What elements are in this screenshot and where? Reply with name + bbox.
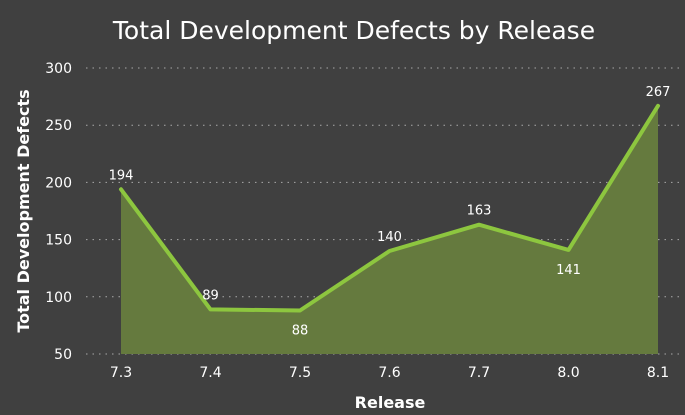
y-tick-label: 150 <box>45 233 72 249</box>
y-tick-label: 200 <box>45 175 72 191</box>
x-tick-label: 8.0 <box>557 365 579 381</box>
data-label: 267 <box>646 85 671 100</box>
series-line <box>119 103 660 313</box>
y-tick-label: 250 <box>45 118 72 134</box>
x-axis-ticks: 7.3 7.4 7.5 7.6 7.7 8.0 8.1 <box>110 365 669 381</box>
data-label: 140 <box>377 230 402 245</box>
area-fill <box>121 105 658 354</box>
x-axis-title: Release <box>355 393 426 412</box>
x-tick-label: 7.6 <box>378 365 400 381</box>
x-tick-label: 7.3 <box>110 365 132 381</box>
y-axis-ticks: 50 100 150 200 250 300 <box>45 61 72 363</box>
data-label: 89 <box>202 288 219 303</box>
data-labels: 194 89 88 140 163 141 267 <box>109 85 671 339</box>
data-label: 163 <box>467 204 492 219</box>
x-tick-label: 8.1 <box>647 365 669 381</box>
chart-title: Total Development Defects by Release <box>112 16 595 45</box>
y-tick-label: 300 <box>45 61 72 77</box>
data-label: 141 <box>556 263 581 278</box>
x-tick-label: 7.4 <box>199 365 221 381</box>
y-tick-label: 100 <box>45 290 72 306</box>
y-tick-label: 50 <box>54 347 72 363</box>
x-tick-label: 7.5 <box>289 365 311 381</box>
x-tick-label: 7.7 <box>468 365 490 381</box>
data-label: 88 <box>292 324 309 339</box>
data-label: 194 <box>109 168 134 183</box>
y-axis-title: Total Development Defects <box>14 89 33 332</box>
